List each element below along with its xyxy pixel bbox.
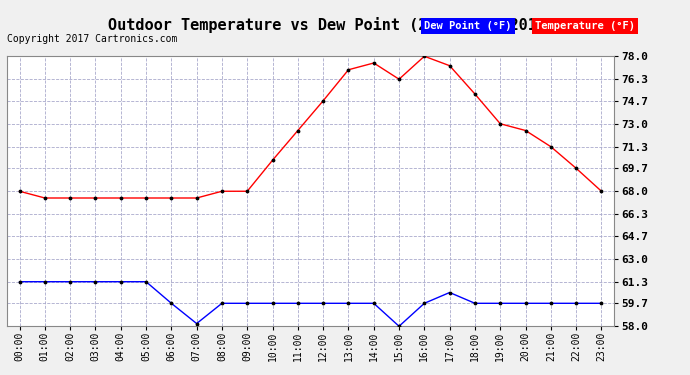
Text: Outdoor Temperature vs Dew Point (24 Hours) 20170818: Outdoor Temperature vs Dew Point (24 Hou…: [108, 17, 582, 33]
Text: Dew Point (°F): Dew Point (°F): [424, 21, 512, 31]
Text: Copyright 2017 Cartronics.com: Copyright 2017 Cartronics.com: [7, 34, 177, 44]
Text: Temperature (°F): Temperature (°F): [535, 21, 635, 31]
